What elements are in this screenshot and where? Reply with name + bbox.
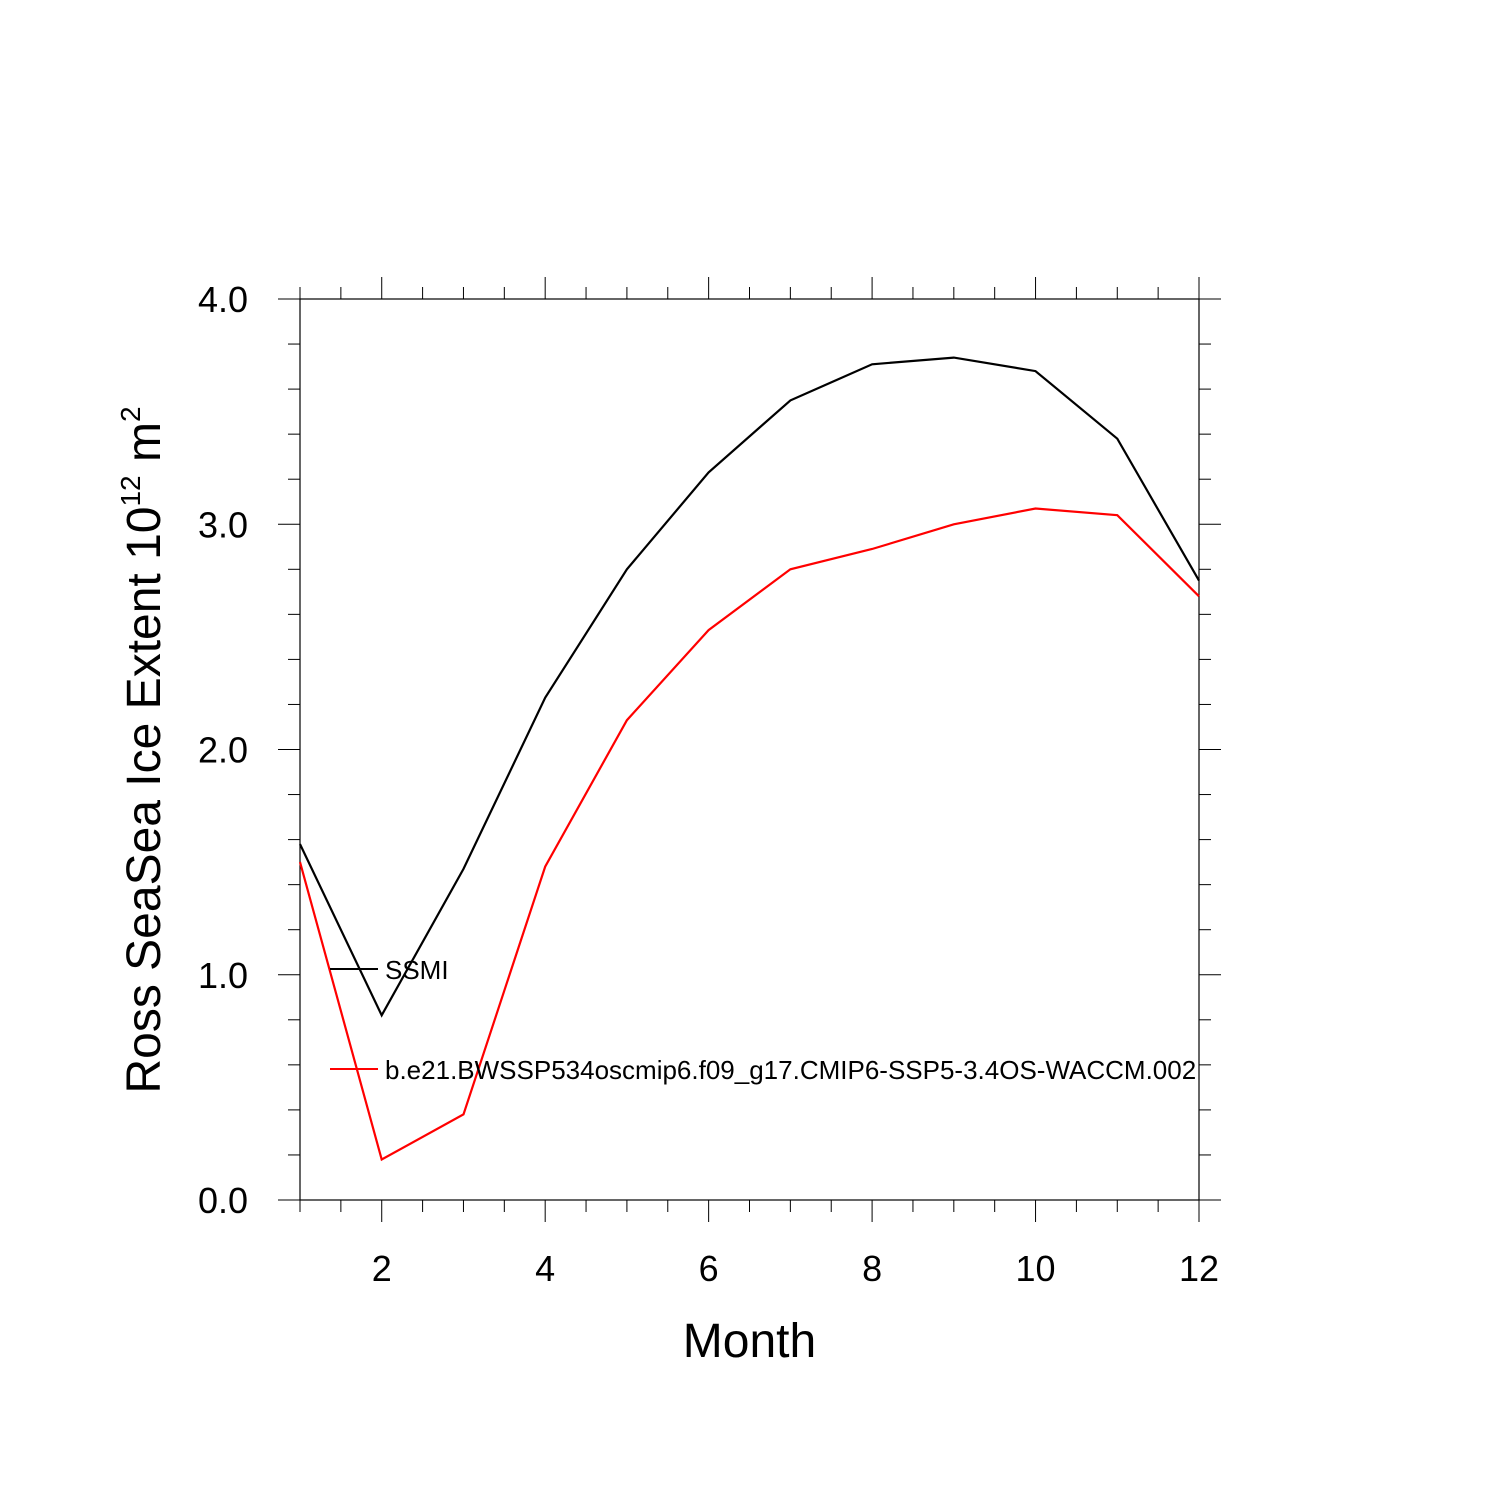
x-tick-label: 10 — [1016, 1248, 1056, 1289]
tick-labels: 2 4 6 8 10 12 0.0 1.0 2.0 3.0 4.0 — [198, 279, 1219, 1289]
y-axis-title-unit: m — [118, 422, 171, 475]
y-axis-title-exponent: 12 — [115, 475, 146, 506]
y-tick-label: 4.0 — [198, 279, 248, 320]
series-group — [298, 356, 1200, 1162]
x-tick-label: 8 — [862, 1248, 882, 1289]
x-axis-title: Month — [683, 1315, 816, 1368]
series-line-ssmi — [299, 356, 1200, 1018]
y-tick-label: 2.0 — [198, 730, 248, 771]
x-tick-label: 12 — [1179, 1248, 1219, 1289]
x-tick-label: 6 — [699, 1248, 719, 1289]
legend-label-waccm: b.e21.BWSSP534oscmip6.f09_g17.CMIP6-SSP5… — [385, 1055, 1196, 1085]
ticks — [278, 277, 1221, 1222]
y-axis-title: Ross SeaSea Ice Extent 1012 m2 — [115, 406, 171, 1093]
y-axis-title-unit-exponent: 2 — [115, 406, 146, 422]
y-axis-title-main: Ross SeaSea Ice Extent 10 — [118, 507, 171, 1094]
legend: SSMI b.e21.BWSSP534oscmip6.f09_g17.CMIP6… — [330, 955, 1196, 1085]
x-tick-label: 4 — [535, 1248, 555, 1289]
y-tick-label: 0.0 — [198, 1180, 248, 1221]
legend-label-ssmi: SSMI — [385, 955, 449, 985]
y-tick-label: 3.0 — [198, 504, 248, 545]
x-tick-label: 2 — [372, 1248, 392, 1289]
series-line-waccm — [298, 507, 1200, 1162]
y-tick-label: 1.0 — [198, 955, 248, 996]
